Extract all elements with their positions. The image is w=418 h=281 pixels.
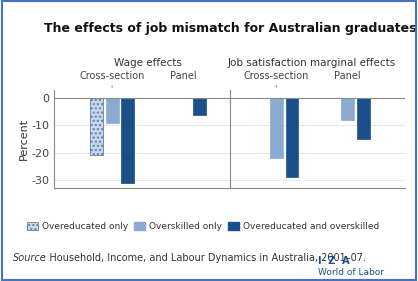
Title: The effects of job mismatch for Australian graduates: The effects of job mismatch for Australi… xyxy=(43,22,416,35)
Text: Panel: Panel xyxy=(170,71,197,81)
Text: Wage effects: Wage effects xyxy=(114,58,182,68)
Text: Source: Source xyxy=(13,253,46,263)
Text: I  Z  A: I Z A xyxy=(318,255,349,266)
Bar xyxy=(341,98,354,120)
Text: Panel: Panel xyxy=(334,71,361,81)
Text: Job satisfaction marginal effects: Job satisfaction marginal effects xyxy=(228,58,396,68)
Bar xyxy=(106,98,119,123)
Y-axis label: Percent: Percent xyxy=(18,118,28,160)
Text: Cross-section: Cross-section xyxy=(79,71,145,81)
Text: World of Labor: World of Labor xyxy=(318,268,384,277)
Bar xyxy=(90,98,103,155)
Text: Cross-section: Cross-section xyxy=(244,71,309,81)
Bar xyxy=(121,98,134,183)
Text: : Household, Income, and Labour Dynamics in Australia, 2001–07.: : Household, Income, and Labour Dynamics… xyxy=(43,253,366,263)
Legend: Overeducated only, Overskilled only, Overeducated and overskilled: Overeducated only, Overskilled only, Ove… xyxy=(24,219,382,235)
Bar xyxy=(193,98,206,115)
Bar xyxy=(285,98,298,177)
Bar xyxy=(270,98,283,158)
Bar xyxy=(357,98,370,139)
